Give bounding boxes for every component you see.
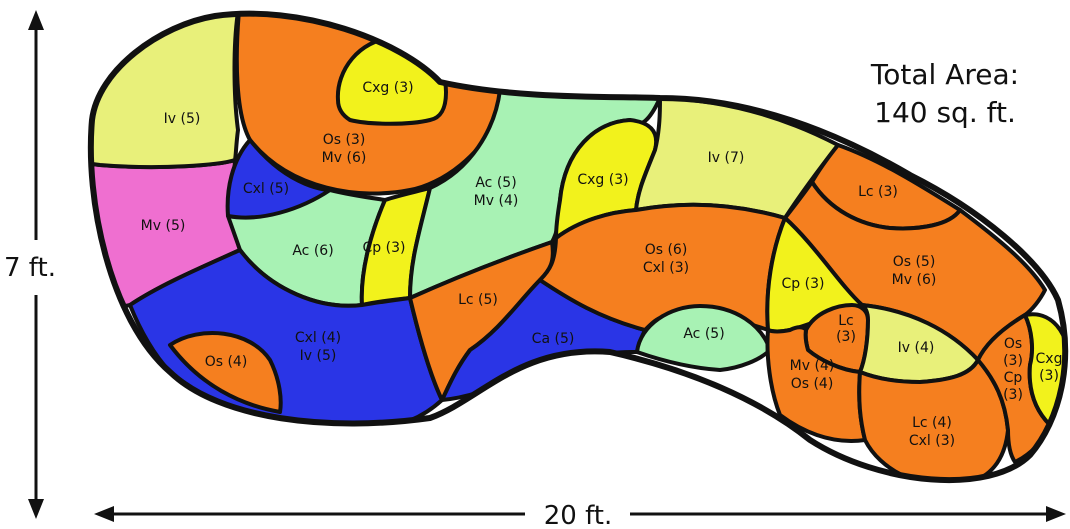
label-os3cp3: Os (3) Cp (3)	[1003, 336, 1023, 403]
label-ca5: Ca (5)	[532, 331, 575, 347]
label-ac6: Ac (6)	[292, 243, 333, 259]
bed-outline	[87, 10, 1069, 484]
label-lc4cxl3: Lc (4) Cxl (3)	[909, 415, 955, 449]
label-lc3-small: Lc (3)	[836, 313, 856, 345]
label-cp3-left: Cp (3)	[363, 240, 406, 256]
width-dimension-label: 20 ft.	[544, 501, 613, 529]
label-iv4: Iv (4)	[898, 340, 935, 356]
label-cxl4iv5: Cxl (4) Iv (5)	[295, 330, 341, 364]
label-os3mv6: Os (3) Mv (6)	[322, 132, 367, 166]
label-os4: Os (4)	[205, 354, 248, 370]
total-area-line1: Total Area:	[870, 58, 1019, 91]
label-ac5mv4: Ac (5) Mv (4)	[474, 175, 519, 209]
bed-region-os4	[168, 331, 283, 414]
bed-region-mv4os4	[765, 325, 867, 443]
width-dimension: 20 ft.	[94, 501, 1066, 529]
label-os5mv6: Os (5) Mv (6)	[892, 254, 937, 288]
height-dimension: 7 ft.	[4, 10, 56, 519]
label-iv5: Iv (5)	[164, 111, 201, 127]
label-iv7: Iv (7)	[708, 150, 745, 166]
total-area-note: Total Area: 140 sq. ft.	[870, 58, 1019, 129]
label-cxg3-right: Cxg (3)	[1036, 351, 1063, 384]
bed-region-iv5	[90, 13, 242, 170]
label-os6cxl3: Os (6) Cxl (3)	[643, 242, 689, 276]
arrowhead-right-icon	[1046, 506, 1066, 522]
total-area-line2: 140 sq. ft.	[874, 96, 1016, 129]
label-cp3-right: Cp (3)	[782, 276, 825, 292]
label-cxl5: Cxl (5)	[243, 181, 289, 197]
label-lc3-top: Lc (3)	[858, 184, 898, 200]
height-dimension-label: 7 ft.	[4, 253, 56, 283]
bed-regions	[90, 13, 1066, 481]
label-ac5: Ac (5)	[683, 326, 724, 342]
label-cxg3-top: Cxg (3)	[362, 80, 413, 96]
label-lc5: Lc (5)	[458, 292, 498, 308]
arrowhead-down-icon	[28, 499, 44, 519]
arrowhead-up-icon	[28, 10, 44, 30]
label-cxg3-mid: Cxg (3)	[577, 172, 628, 188]
label-mv4os4: Mv (4) Os (4)	[790, 358, 835, 392]
region-labels: Iv (5) Os (3) Mv (6) Cxg (3) Mv (5) Cxl (…	[141, 80, 1063, 449]
arrowhead-left-icon	[94, 506, 114, 522]
label-mv5: Mv (5)	[141, 218, 186, 234]
